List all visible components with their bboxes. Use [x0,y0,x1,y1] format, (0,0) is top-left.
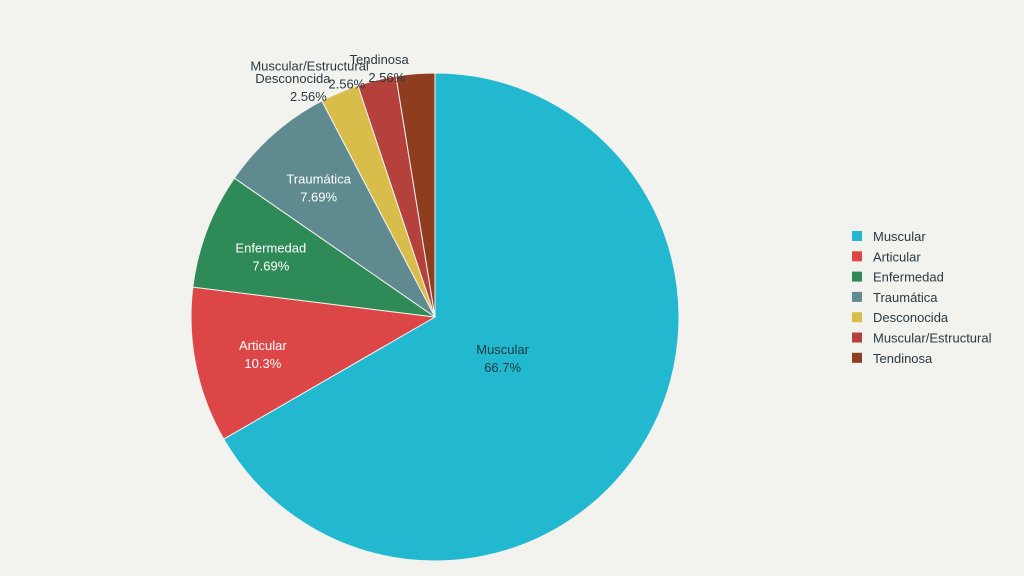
legend-label-desconocida: Desconocida [873,310,949,325]
legend-label-tendinosa: Tendinosa [873,351,933,366]
slice-labels: Muscular 66.7% Articular 10.3% Enfermedad 7.6… [235,52,529,375]
legend-label-muscular-estructural: Muscular/Estructural [873,331,992,346]
legend-swatch-enfermedad [852,271,862,282]
slice-category-label-muscular: Muscular [476,342,529,357]
slice-value-label-muscular-estructural: 2.56% [328,76,365,91]
slice-value-label-tendinosa: 2.56% [368,70,405,85]
slice-category-label-articular: Articular [239,338,287,353]
slice-category-label-desconocida: Desconocida [255,71,331,86]
legend-swatch-desconocida [852,312,862,323]
pie-slices [190,72,680,562]
slice-category-label-traumatica: Traumática [286,171,351,186]
legend-label-articular: Articular [873,249,921,264]
legend-swatch-muscular [852,231,862,241]
legend-swatch-muscular-estructural [852,332,862,343]
slice-value-label-enfermedad: 7.69% [252,258,289,273]
pie-slice-muscular [223,72,680,562]
legend-swatch-traumatica [852,291,862,302]
pie-slice-enfermedad [192,177,436,318]
legend: Muscular Articular Enfermedad Traumática Des… [852,229,992,366]
pie-slice-traumatica [233,100,436,318]
legend-swatch-articular [852,251,862,262]
pie-slice-tendinosa [395,72,436,318]
slice-value-label-desconocida: 2.56% [290,89,327,104]
slice-category-label-enfermedad: Enfermedad [235,240,306,255]
legend-swatch-tendinosa [852,352,862,363]
legend-label-muscular: Muscular [873,229,926,244]
slice-category-label-muscular-estructural: Muscular/Estructural [250,58,369,73]
slice-category-label-tendinosa: Tendinosa [349,52,409,67]
pie-slice-articular [190,286,437,440]
slice-value-label-articular: 10.3% [244,356,281,371]
slice-value-label-traumatica: 7.69% [300,189,337,204]
slice-value-label-muscular: 66.7% [484,360,521,375]
legend-label-enfermedad: Enfermedad [873,270,944,285]
legend-label-traumatica: Traumática [873,290,938,305]
